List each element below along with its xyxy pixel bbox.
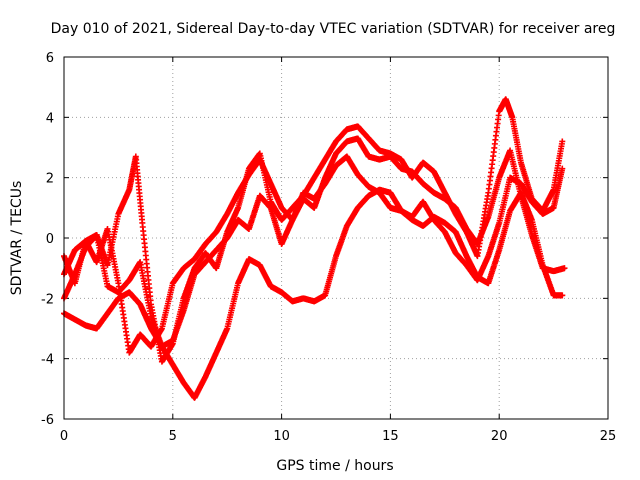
data-point (561, 265, 568, 272)
x-tick-label: 10 (273, 429, 290, 444)
y-tick-label: -2 (41, 292, 54, 307)
y-axis-label: SDTVAR / TECUs (9, 181, 25, 296)
x-tick-label: 0 (60, 429, 68, 444)
series-track-2 (61, 135, 568, 356)
y-tick-label: -4 (41, 353, 54, 368)
data-points (61, 96, 568, 401)
x-tick-label: 20 (491, 429, 508, 444)
y-tick-label: 0 (46, 232, 54, 247)
x-axis-label: GPS time / hours (276, 458, 393, 474)
y-tick-label: -6 (41, 413, 54, 428)
y-tick-label: 6 (46, 51, 54, 66)
y-tick-label: 2 (46, 172, 54, 187)
y-tick-label: 4 (46, 111, 54, 126)
x-tick-label: 25 (600, 429, 617, 444)
chart-title: Day 010 of 2021, Sidereal Day-to-day VTE… (51, 21, 616, 37)
axis-ticks: 0 5 10 15 20 25 -6 -4 -2 0 2 4 6 (41, 51, 616, 444)
x-tick-label: 5 (169, 429, 177, 444)
data-point (559, 138, 566, 145)
x-tick-label: 15 (382, 429, 399, 444)
